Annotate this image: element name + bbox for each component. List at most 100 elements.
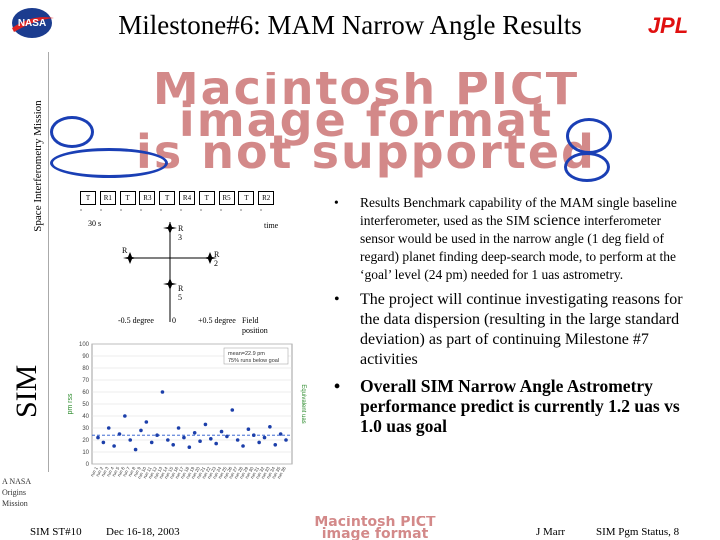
footer-right: SIM Pgm Status, 8 xyxy=(596,526,680,538)
origins-line: A NASA xyxy=(2,477,32,486)
data-point xyxy=(101,440,106,445)
x-tick-label: run 1 xyxy=(89,466,99,478)
footer-date: Dec 16-18, 2003 xyxy=(106,526,180,538)
bullet-text: Results Benchmark capability of the MAM … xyxy=(360,195,677,228)
field-right-label: +0.5 degree xyxy=(198,316,236,325)
data-point xyxy=(241,444,245,448)
data-point xyxy=(160,390,165,394)
x-tick-label: run 17 xyxy=(174,466,185,480)
x-tick-label: run 7 xyxy=(122,466,132,478)
x-tick-label: run 16 xyxy=(169,466,180,480)
bullet-text: interferometer sensor would be used in t… xyxy=(360,213,676,282)
x-tick-label: run 34 xyxy=(265,466,276,480)
data-point xyxy=(123,414,127,418)
data-point xyxy=(128,438,133,442)
x-tick-label: run 28 xyxy=(233,466,244,480)
bullet-marker: • xyxy=(334,376,341,396)
side-divider xyxy=(48,52,49,472)
page-title: Milestone#6: MAM Narrow Angle Results xyxy=(118,10,582,40)
blue-ellipse xyxy=(564,152,610,182)
pict-line: image format xyxy=(178,93,554,147)
x-tick-label: run 36 xyxy=(276,466,287,480)
pict-placeholder-image: Macintosh PICT image format is not suppo… xyxy=(48,72,684,190)
sim-vertical-label: SIM xyxy=(10,364,43,418)
bullet-marker: • xyxy=(334,195,339,210)
data-point xyxy=(176,426,181,430)
data-point xyxy=(133,447,138,452)
bullet-item: • Overall SIM Narrow Angle Astrometry pe… xyxy=(334,376,694,436)
timeline-cell: T xyxy=(119,191,136,205)
x-tick-label: run 8 xyxy=(127,466,137,478)
data-point xyxy=(230,408,235,412)
footer-pict-line: image format xyxy=(321,526,429,540)
time-axis-label: time xyxy=(264,221,279,230)
timeline-cell: R5 xyxy=(218,191,235,205)
y-tick-label: 90 xyxy=(82,354,89,360)
x-tick-label: run 4 xyxy=(106,466,116,478)
bullet-item: • Results Benchmark capability of the MA… xyxy=(334,194,694,284)
data-point xyxy=(262,435,267,440)
bullet-list: • Results Benchmark capability of the MA… xyxy=(334,194,694,436)
x-tick-label: run 33 xyxy=(260,466,271,480)
nasa-logo: NASA xyxy=(12,8,54,38)
data-point xyxy=(182,435,186,440)
field-position-label: Field position xyxy=(242,316,268,335)
data-point xyxy=(144,420,149,424)
x-tick-label: run 14 xyxy=(158,466,169,480)
x-tick-label: run 23 xyxy=(206,466,217,480)
timeline-cell: R2 xyxy=(258,191,275,205)
footer-pict-placeholder: Macintosh PICT image format xyxy=(230,516,520,540)
data-point xyxy=(166,438,170,442)
timeline-cell: R1 xyxy=(99,191,116,205)
data-point xyxy=(149,440,154,445)
bullet-marker: • xyxy=(334,291,340,308)
data-point xyxy=(171,443,175,447)
x-tick-label: run 30 xyxy=(244,466,255,480)
data-point xyxy=(214,441,218,446)
data-point xyxy=(198,439,202,443)
x-tick-label: run 20 xyxy=(190,466,201,480)
origins-caption: A NASA Origins Mission xyxy=(2,476,48,509)
data-point xyxy=(257,440,261,445)
y-tick-label: 50 xyxy=(82,402,89,408)
x-tick-label: run 10 xyxy=(136,466,147,480)
origins-line: Mission xyxy=(2,499,28,508)
field-of-regard-diagram xyxy=(123,222,217,322)
x-tick-label: run 31 xyxy=(249,466,260,480)
x-tick-label: run 12 xyxy=(147,466,158,480)
data-point xyxy=(155,433,159,437)
timeline-cell: T xyxy=(80,191,96,205)
x-tick-label: run 19 xyxy=(185,466,196,480)
x-tick-label: run 11 xyxy=(142,466,153,480)
svg-text:JPL: JPL xyxy=(648,14,688,36)
data-point xyxy=(251,433,256,437)
x-tick-label: run 21 xyxy=(196,466,207,480)
y-tick-label: 80 xyxy=(82,366,89,372)
y2-axis-label: Equivalent uas xyxy=(300,384,306,423)
field-zero-label: 0 xyxy=(172,316,176,325)
data-point xyxy=(187,445,192,449)
footer-pict-line: Macintosh PICT xyxy=(314,516,436,530)
x-tick-label: run 18 xyxy=(179,466,190,480)
data-point xyxy=(139,428,143,433)
footer-author: J Marr xyxy=(536,526,566,538)
legend-entry: mean=22.9 pm xyxy=(228,351,265,357)
pict-line: is not supported xyxy=(136,125,596,179)
bullet-emphasis: science xyxy=(533,212,581,229)
data-point xyxy=(225,434,229,439)
blue-ellipse xyxy=(566,118,612,154)
r3-label: R 3 xyxy=(178,224,184,242)
data-point xyxy=(284,438,288,442)
data-point xyxy=(273,443,278,447)
field-left-label: -0.5 degree xyxy=(118,316,154,325)
timeline-cell: T xyxy=(159,191,176,205)
pict-placeholder-text: Macintosh PICT image format is not suppo… xyxy=(48,72,684,179)
y-tick-label: 60 xyxy=(82,390,89,396)
bullet-text: The project will continue investigating … xyxy=(360,291,683,368)
x-tick-label: run 3 xyxy=(100,466,110,478)
mission-vertical-text: Space Interferometry Mission xyxy=(32,100,44,232)
x-tick-label: run 9 xyxy=(132,466,142,478)
blue-ellipse xyxy=(50,148,168,178)
data-point xyxy=(268,425,272,429)
data-point xyxy=(106,426,111,430)
